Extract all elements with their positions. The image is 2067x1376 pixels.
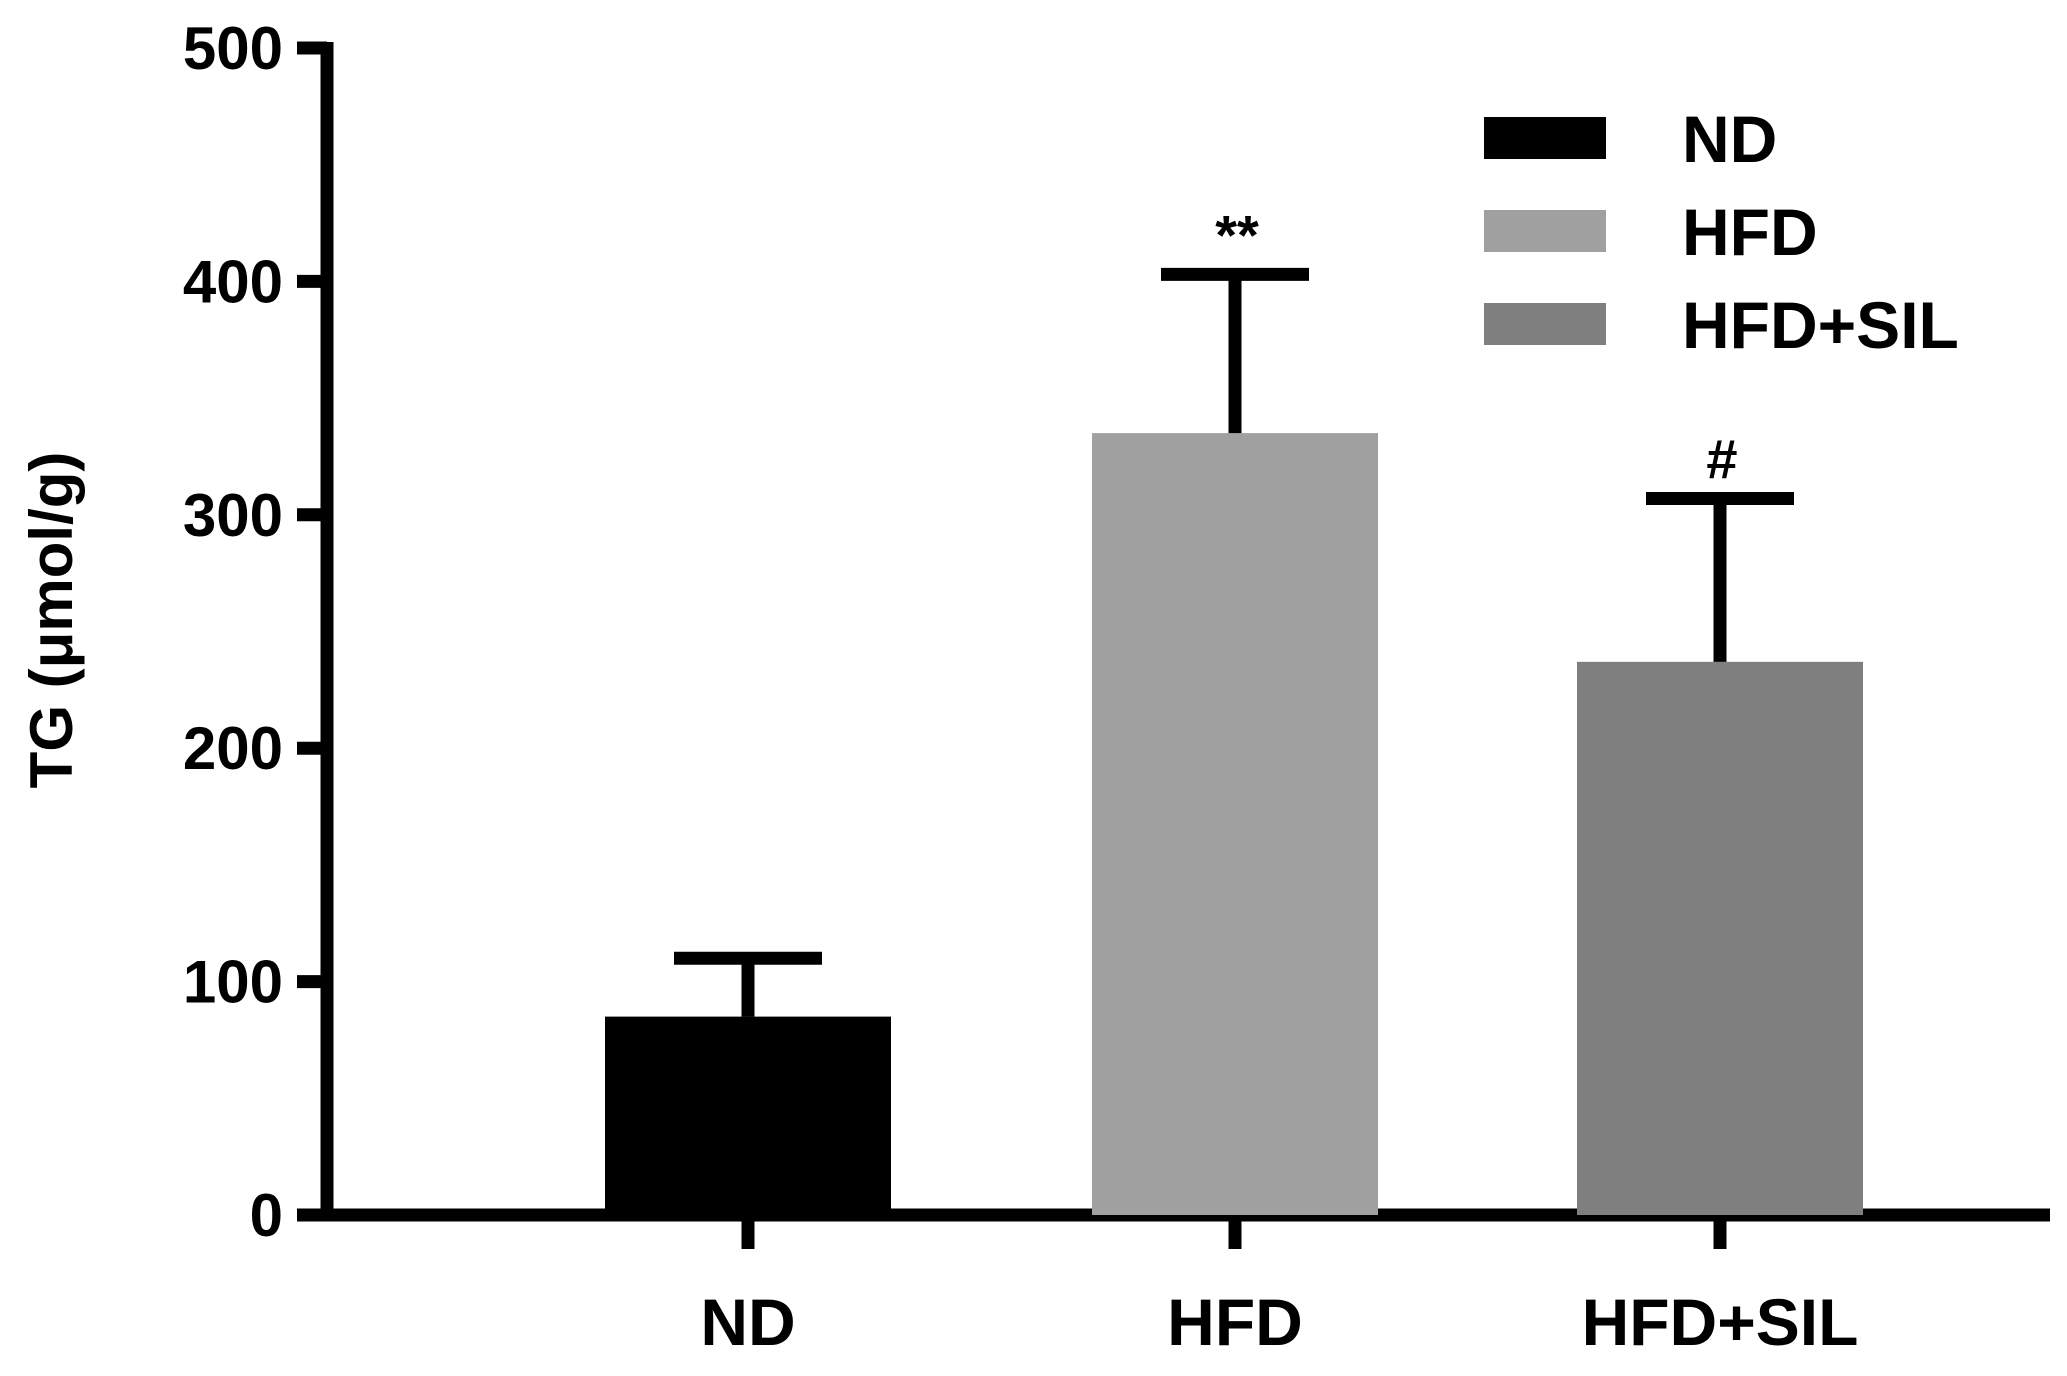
- y-tick-label: 300: [183, 482, 283, 549]
- x-tick-label: HFD+SIL: [1582, 1285, 1859, 1359]
- legend: ND HFD HFD+SIL: [1484, 102, 1959, 362]
- error-bars: [674, 267, 1794, 1017]
- y-tick-label: 100: [183, 949, 283, 1016]
- y-tick-label: 500: [183, 15, 283, 82]
- y-tick-label: 400: [183, 248, 283, 315]
- bar: [1092, 433, 1378, 1215]
- legend-swatch: [1484, 117, 1606, 159]
- significance-marker: **: [1215, 203, 1259, 266]
- x-axis-ticks: ND HFD HFD+SIL: [700, 1215, 1858, 1359]
- significance-marker: #: [1706, 427, 1737, 490]
- legend-label: HFD+SIL: [1682, 288, 1959, 362]
- x-tick-label: ND: [700, 1285, 795, 1359]
- y-axis-label: TG (μmol/g): [18, 452, 85, 789]
- legend-label: HFD: [1682, 195, 1818, 269]
- y-tick-label: 0: [250, 1182, 283, 1249]
- legend-swatch: [1484, 210, 1606, 252]
- bar: [1577, 661, 1863, 1215]
- bar: [605, 1016, 891, 1215]
- y-tick-label: 200: [183, 715, 283, 782]
- legend-label: ND: [1682, 102, 1777, 176]
- y-axis-ticks: 0 100 200 300 400 500: [183, 15, 327, 1249]
- significance-annotations: ** #: [1215, 203, 1737, 490]
- legend-swatch: [1484, 303, 1606, 345]
- x-tick-label: HFD: [1167, 1285, 1303, 1359]
- bars: [605, 433, 1863, 1215]
